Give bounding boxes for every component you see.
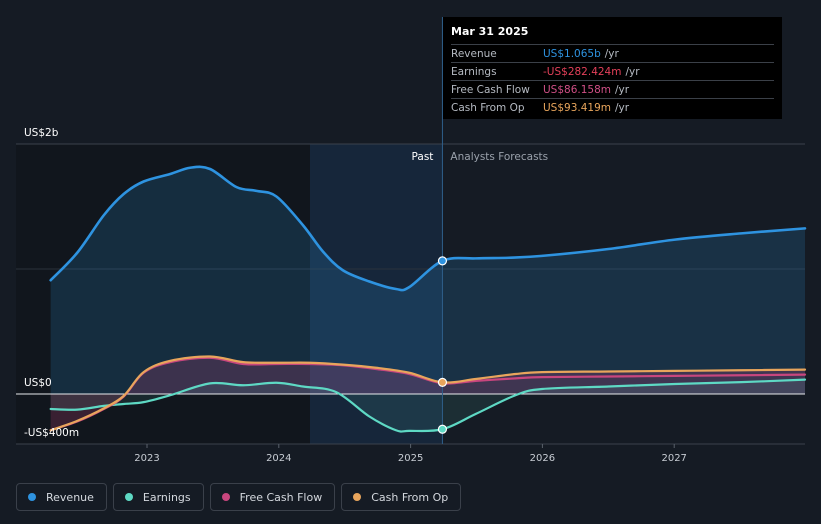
forecast-label: Analysts Forecasts: [450, 151, 548, 163]
x-tick-label: 2024: [266, 453, 291, 464]
cash-from-op-area: [50, 356, 806, 431]
tooltip-unit: /yr: [604, 47, 619, 60]
free-cash-flow-dot-icon: [221, 493, 230, 501]
earnings-point: [437, 424, 448, 434]
x-tick-label: 2023: [134, 453, 159, 464]
tooltip-value: US$86.158m: [543, 83, 611, 96]
legend-item-earnings[interactable]: Earnings: [112, 483, 204, 511]
tooltip-value: US$1.065b: [543, 47, 601, 60]
tooltip-label: Revenue: [451, 47, 497, 60]
x-tick-label: 2027: [661, 453, 686, 464]
tooltip-row-earnings: Earnings -US$282.424m /yr: [451, 62, 774, 80]
revenue-area: [50, 166, 806, 394]
earnings-area: [50, 379, 806, 432]
cash-from-op-point: [437, 377, 448, 387]
past-label: Past: [412, 151, 434, 163]
tooltip-row-cash-from-op: Cash From Op US$93.419m /yr: [451, 98, 774, 116]
cash-from-op-line: [49, 355, 807, 432]
tooltip-label: Cash From Op: [451, 101, 525, 114]
tooltip-date: Mar 31 2025: [451, 25, 529, 38]
tooltip: Mar 31 2025 Revenue US$1.065b /yr Earnin…: [443, 17, 782, 119]
legend-label: Earnings: [142, 490, 191, 504]
x-tick-label: 2026: [530, 453, 555, 464]
earnings-dot-icon: [124, 493, 133, 501]
legend-item-revenue[interactable]: Revenue: [16, 483, 107, 511]
tooltip-row-revenue: Revenue US$1.065b /yr: [451, 44, 774, 62]
tooltip-label: Free Cash Flow: [451, 83, 530, 96]
y-tick-label: US$2b: [24, 127, 59, 139]
tooltip-unit: /yr: [615, 83, 630, 96]
y-tick-label: -US$400m: [24, 427, 79, 439]
revenue-dot-icon: [28, 493, 36, 501]
cash-from-op-dot-icon: [353, 493, 362, 501]
legend-item-free-cash-flow[interactable]: Free Cash Flow: [209, 483, 336, 511]
legend-item-cash-from-op[interactable]: Cash From Op: [341, 483, 462, 511]
legend-label: Free Cash Flow: [239, 490, 323, 504]
tooltip-unit: /yr: [625, 65, 640, 78]
earnings-line: [49, 378, 807, 433]
tooltip-value: -US$282.424m: [543, 65, 622, 78]
tooltip-row-free-cash-flow: Free Cash Flow US$86.158m /yr: [451, 80, 774, 98]
revenue-point: [437, 256, 448, 266]
x-tick-label: 2025: [398, 453, 423, 464]
revenue-line: [49, 165, 807, 292]
tooltip-label: Earnings: [451, 65, 497, 78]
y-tick-label: US$0: [24, 377, 52, 389]
legend: Revenue Earnings Free Cash Flow Cash Fro…: [16, 483, 462, 511]
tooltip-value: US$93.419m: [543, 101, 611, 114]
legend-label: Revenue: [46, 490, 94, 504]
legend-label: Cash From Op: [371, 490, 449, 504]
tooltip-unit: /yr: [615, 101, 630, 114]
